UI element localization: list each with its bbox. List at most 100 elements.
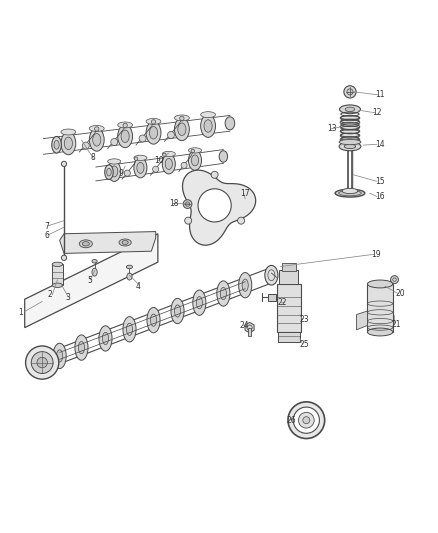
Circle shape: [61, 161, 67, 166]
Text: 3: 3: [65, 294, 70, 302]
Ellipse shape: [118, 125, 133, 148]
Circle shape: [198, 189, 231, 222]
Ellipse shape: [162, 154, 175, 174]
Polygon shape: [357, 311, 367, 330]
Circle shape: [123, 123, 127, 127]
Ellipse shape: [178, 123, 186, 135]
Text: 20: 20: [396, 289, 406, 298]
Circle shape: [191, 149, 194, 152]
Ellipse shape: [344, 144, 356, 149]
Text: 25: 25: [300, 340, 309, 349]
Ellipse shape: [61, 129, 76, 135]
Circle shape: [183, 200, 192, 208]
Ellipse shape: [242, 279, 248, 292]
Ellipse shape: [127, 323, 133, 335]
Text: 23: 23: [300, 315, 309, 324]
Ellipse shape: [340, 128, 360, 134]
Text: 13: 13: [327, 125, 337, 133]
Circle shape: [111, 139, 118, 146]
Ellipse shape: [121, 130, 129, 142]
Bar: [282, 263, 296, 271]
Ellipse shape: [342, 188, 358, 193]
Circle shape: [152, 166, 159, 172]
Text: 18: 18: [169, 199, 178, 208]
Text: 11: 11: [375, 90, 385, 99]
Ellipse shape: [52, 283, 63, 287]
Circle shape: [391, 276, 399, 284]
Bar: [268, 294, 276, 301]
Ellipse shape: [89, 128, 104, 151]
Ellipse shape: [102, 332, 109, 344]
Circle shape: [185, 217, 192, 224]
Ellipse shape: [339, 140, 361, 144]
Circle shape: [151, 120, 155, 124]
Ellipse shape: [196, 296, 202, 309]
Ellipse shape: [134, 155, 147, 160]
Ellipse shape: [89, 125, 104, 132]
Circle shape: [31, 352, 53, 374]
Ellipse shape: [367, 280, 393, 288]
Text: 6: 6: [44, 231, 49, 239]
Circle shape: [25, 346, 59, 379]
Ellipse shape: [340, 116, 360, 120]
Ellipse shape: [201, 115, 215, 138]
Text: 5: 5: [87, 277, 92, 285]
Ellipse shape: [165, 158, 173, 169]
Polygon shape: [60, 231, 155, 253]
Ellipse shape: [123, 317, 136, 342]
Circle shape: [82, 142, 89, 149]
Circle shape: [303, 417, 310, 424]
Ellipse shape: [54, 140, 59, 149]
Ellipse shape: [225, 117, 235, 130]
Ellipse shape: [219, 151, 228, 162]
Text: 19: 19: [371, 250, 381, 259]
Circle shape: [293, 407, 319, 433]
Text: 1: 1: [18, 308, 23, 317]
Text: 7: 7: [44, 222, 49, 231]
Ellipse shape: [105, 165, 113, 180]
Bar: [278, 332, 300, 342]
Ellipse shape: [127, 265, 133, 269]
Circle shape: [61, 255, 67, 261]
Ellipse shape: [134, 158, 147, 178]
Text: 8: 8: [90, 153, 95, 162]
Circle shape: [288, 402, 325, 439]
Ellipse shape: [174, 115, 189, 121]
Text: 22: 22: [278, 298, 287, 307]
Ellipse shape: [340, 138, 360, 142]
Ellipse shape: [111, 166, 118, 177]
Text: 2: 2: [48, 290, 53, 300]
Ellipse shape: [265, 265, 278, 285]
Ellipse shape: [339, 105, 360, 114]
Circle shape: [181, 162, 187, 168]
Text: 14: 14: [375, 140, 385, 149]
Ellipse shape: [150, 314, 156, 326]
Bar: [277, 284, 300, 332]
Ellipse shape: [191, 155, 198, 166]
Circle shape: [95, 127, 99, 131]
Polygon shape: [25, 234, 158, 328]
Ellipse shape: [335, 189, 365, 197]
Ellipse shape: [217, 281, 230, 306]
Circle shape: [237, 217, 244, 224]
Circle shape: [162, 153, 166, 157]
Text: 4: 4: [136, 281, 141, 290]
Ellipse shape: [118, 122, 133, 128]
Ellipse shape: [57, 350, 63, 362]
Ellipse shape: [52, 262, 63, 266]
Ellipse shape: [188, 150, 201, 171]
Circle shape: [298, 413, 314, 428]
Ellipse shape: [61, 132, 76, 155]
Bar: [248, 328, 251, 336]
Ellipse shape: [78, 342, 85, 354]
Text: 15: 15: [375, 177, 385, 186]
Ellipse shape: [149, 126, 158, 139]
Text: 9: 9: [119, 169, 124, 179]
Circle shape: [211, 171, 218, 179]
Ellipse shape: [108, 161, 121, 181]
Ellipse shape: [108, 159, 121, 164]
Bar: [279, 270, 298, 284]
Ellipse shape: [79, 240, 92, 248]
Ellipse shape: [122, 240, 128, 245]
Ellipse shape: [147, 308, 160, 333]
